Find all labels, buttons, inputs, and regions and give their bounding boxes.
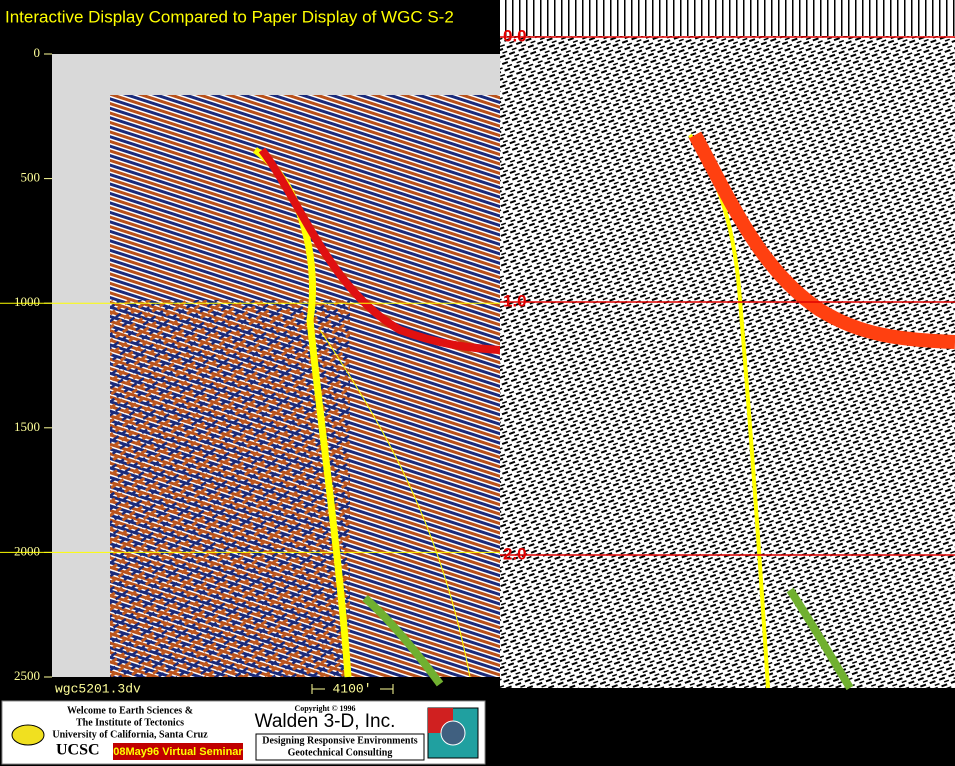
y-tick-label: 500 — [21, 170, 41, 185]
y-tick-label: 2500 — [14, 668, 40, 683]
copyright: Copyright © 1996 — [294, 704, 355, 713]
horizon-green — [362, 594, 444, 687]
y-tick-label: 0 — [34, 45, 41, 60]
left-axis: 0 500 1000 1500 2000 2500 — [0, 45, 500, 683]
time-label: 2.0 — [503, 544, 527, 563]
globe — [440, 720, 466, 746]
scale-bar — [311, 684, 394, 694]
y-tick-label: 1000 — [14, 294, 40, 309]
file-label: wgc5201.3dv — [55, 681, 141, 696]
time-label: 0.0 — [503, 26, 527, 45]
welcome-line: Welcome to Earth Sciences & — [67, 705, 193, 716]
seminar: 08May96 Virtual Seminar — [113, 746, 243, 758]
fault-thin — [319, 329, 471, 678]
right-axis: 0.0 1.0 2.0 — [500, 26, 955, 563]
horizon-red — [258, 147, 501, 354]
banner — [1, 700, 486, 765]
company: Walden 3-D, Inc. — [255, 711, 396, 732]
horizon-green-paper — [786, 587, 854, 691]
horizon-red-paper — [688, 131, 955, 349]
title: Interactive Display Compared to Paper Di… — [5, 7, 454, 26]
ucsc: UCSC — [56, 742, 100, 759]
time-label: 1.0 — [503, 291, 527, 310]
welcome-line: The Institute of Tectonics — [76, 717, 184, 728]
y-tick-label: 2000 — [14, 543, 40, 558]
scale-label: 4100' — [332, 681, 371, 696]
right-panel — [500, 0, 955, 688]
seminar-box — [113, 743, 243, 760]
tagline-box — [255, 733, 425, 761]
seismic-noise — [110, 300, 350, 677]
paper-header — [500, 0, 955, 36]
y-tick-label: 1500 — [14, 419, 40, 434]
welcome-line: University of California, Santa Cruz — [52, 729, 208, 740]
consulting: Geotechnical Consulting — [288, 747, 393, 758]
slug-icon — [11, 724, 45, 746]
tagline: Designing Responsive Environments — [262, 735, 418, 746]
